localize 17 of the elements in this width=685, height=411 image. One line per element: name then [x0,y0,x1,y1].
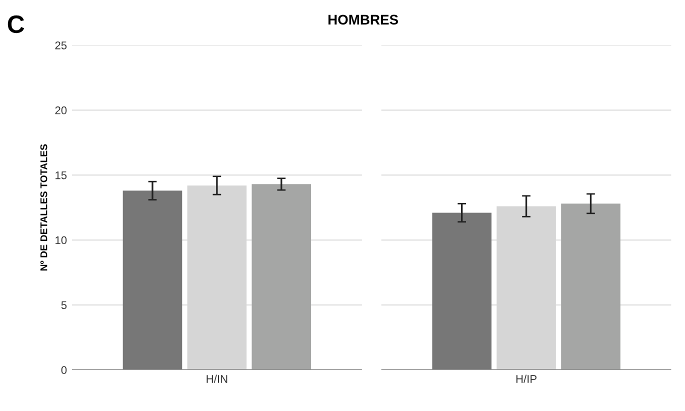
y-axis-title: Nº DE DETALLES TOTALES [40,144,48,271]
x-tick-label: H/IN [206,374,228,383]
y-tick-label: 25 [55,41,67,50]
bar [122,190,182,370]
y-tick-label: 15 [56,171,67,180]
bar [187,185,247,370]
x-tick-label: H/IP [516,374,537,383]
y-tick-label: 5 [61,301,67,310]
bar [432,212,492,370]
bar [561,204,620,370]
y-tick-label: 20 [55,106,67,114]
text: C [8,15,24,34]
bar [496,206,556,370]
y-tick-label: 0 [61,366,67,374]
y-tick-label: 10 [56,236,67,244]
bar [252,184,312,370]
chart-title: HOMBRES [328,14,398,25]
